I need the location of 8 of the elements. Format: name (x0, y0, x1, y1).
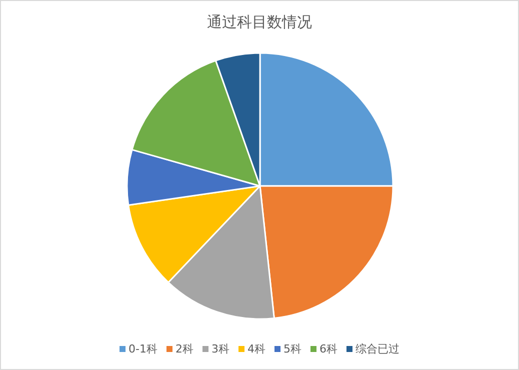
legend-label: 0-1科 (128, 342, 158, 356)
legend-label: 4科 (247, 342, 266, 356)
legend-label: 6科 (319, 342, 338, 356)
legend-label: 3科 (211, 342, 230, 356)
legend-label: 5科 (283, 342, 302, 356)
legend-label: 综合已过 (355, 342, 400, 356)
legend-label: 2科 (175, 342, 194, 356)
chart-title: 通过科目数情况 (207, 13, 312, 31)
